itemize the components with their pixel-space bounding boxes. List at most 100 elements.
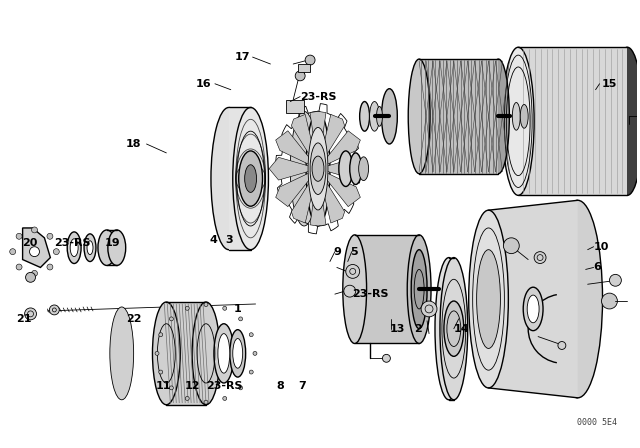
Ellipse shape: [520, 104, 528, 128]
Polygon shape: [355, 235, 419, 344]
Ellipse shape: [70, 239, 78, 257]
Polygon shape: [318, 169, 345, 223]
Ellipse shape: [87, 241, 93, 254]
Circle shape: [31, 271, 38, 276]
Circle shape: [609, 274, 621, 286]
Text: 5: 5: [349, 247, 357, 257]
Circle shape: [24, 308, 36, 320]
Text: 2: 2: [414, 324, 422, 334]
Ellipse shape: [408, 59, 430, 174]
Ellipse shape: [204, 302, 208, 306]
Text: 17: 17: [235, 52, 251, 62]
Polygon shape: [276, 169, 318, 207]
Ellipse shape: [524, 287, 543, 331]
Ellipse shape: [306, 112, 330, 226]
Ellipse shape: [488, 59, 509, 174]
Ellipse shape: [211, 108, 246, 250]
Circle shape: [558, 341, 566, 349]
Polygon shape: [228, 108, 251, 250]
Ellipse shape: [477, 250, 500, 349]
Text: 1: 1: [234, 304, 241, 314]
Text: 13: 13: [389, 324, 404, 334]
Ellipse shape: [218, 334, 230, 373]
Ellipse shape: [249, 370, 253, 374]
Text: 23-RS: 23-RS: [300, 91, 337, 102]
Ellipse shape: [381, 89, 397, 144]
Ellipse shape: [253, 351, 257, 355]
Ellipse shape: [155, 351, 159, 355]
Circle shape: [602, 293, 618, 309]
Ellipse shape: [110, 307, 134, 400]
Polygon shape: [22, 228, 51, 267]
Text: 14: 14: [454, 324, 470, 334]
Ellipse shape: [444, 301, 464, 356]
Ellipse shape: [239, 386, 243, 390]
Text: 0000 5E4: 0000 5E4: [577, 418, 618, 427]
Text: 8: 8: [276, 381, 284, 391]
Circle shape: [49, 305, 60, 315]
Text: 18: 18: [126, 139, 141, 149]
Circle shape: [53, 249, 60, 254]
Ellipse shape: [310, 143, 326, 194]
Polygon shape: [419, 59, 499, 174]
Text: 9: 9: [333, 247, 340, 257]
Polygon shape: [269, 157, 318, 180]
Polygon shape: [276, 131, 318, 169]
Circle shape: [305, 55, 315, 65]
Text: 16: 16: [195, 79, 211, 89]
Ellipse shape: [527, 295, 539, 323]
Circle shape: [47, 233, 53, 239]
Ellipse shape: [185, 306, 189, 310]
Text: 6: 6: [594, 263, 602, 272]
Text: 4: 4: [210, 235, 218, 245]
Ellipse shape: [358, 157, 369, 181]
Ellipse shape: [223, 396, 227, 401]
Ellipse shape: [204, 400, 208, 404]
Ellipse shape: [412, 250, 427, 329]
Ellipse shape: [291, 112, 318, 226]
Text: 3: 3: [225, 235, 232, 245]
Ellipse shape: [233, 339, 243, 368]
Circle shape: [29, 247, 40, 257]
Ellipse shape: [170, 386, 173, 390]
Polygon shape: [318, 157, 367, 180]
Text: 23-RS: 23-RS: [352, 289, 388, 299]
Ellipse shape: [244, 165, 257, 192]
Text: 7: 7: [298, 381, 306, 391]
Ellipse shape: [192, 302, 220, 405]
Bar: [286, 99, 304, 113]
Circle shape: [31, 227, 38, 233]
Ellipse shape: [170, 317, 173, 321]
Circle shape: [534, 252, 546, 263]
Ellipse shape: [611, 47, 640, 195]
Circle shape: [383, 354, 390, 362]
Ellipse shape: [185, 396, 189, 401]
Polygon shape: [310, 169, 326, 226]
Ellipse shape: [223, 306, 227, 310]
Ellipse shape: [312, 156, 324, 181]
Ellipse shape: [468, 210, 508, 388]
Polygon shape: [310, 112, 326, 169]
Ellipse shape: [360, 102, 369, 131]
Circle shape: [26, 272, 35, 282]
Polygon shape: [318, 114, 345, 169]
Polygon shape: [107, 230, 116, 266]
Circle shape: [10, 249, 15, 254]
Circle shape: [16, 264, 22, 270]
Text: 20: 20: [22, 238, 38, 248]
Ellipse shape: [159, 333, 163, 337]
Ellipse shape: [112, 317, 132, 390]
Ellipse shape: [98, 230, 116, 266]
Ellipse shape: [435, 258, 463, 400]
Ellipse shape: [553, 200, 602, 398]
Ellipse shape: [239, 317, 243, 321]
Circle shape: [47, 264, 53, 270]
Polygon shape: [318, 131, 360, 169]
Text: 10: 10: [594, 242, 609, 252]
Text: 19: 19: [105, 238, 120, 248]
Circle shape: [421, 301, 437, 317]
Circle shape: [346, 264, 360, 278]
Ellipse shape: [233, 108, 268, 250]
Ellipse shape: [502, 47, 534, 195]
Bar: [298, 64, 310, 72]
